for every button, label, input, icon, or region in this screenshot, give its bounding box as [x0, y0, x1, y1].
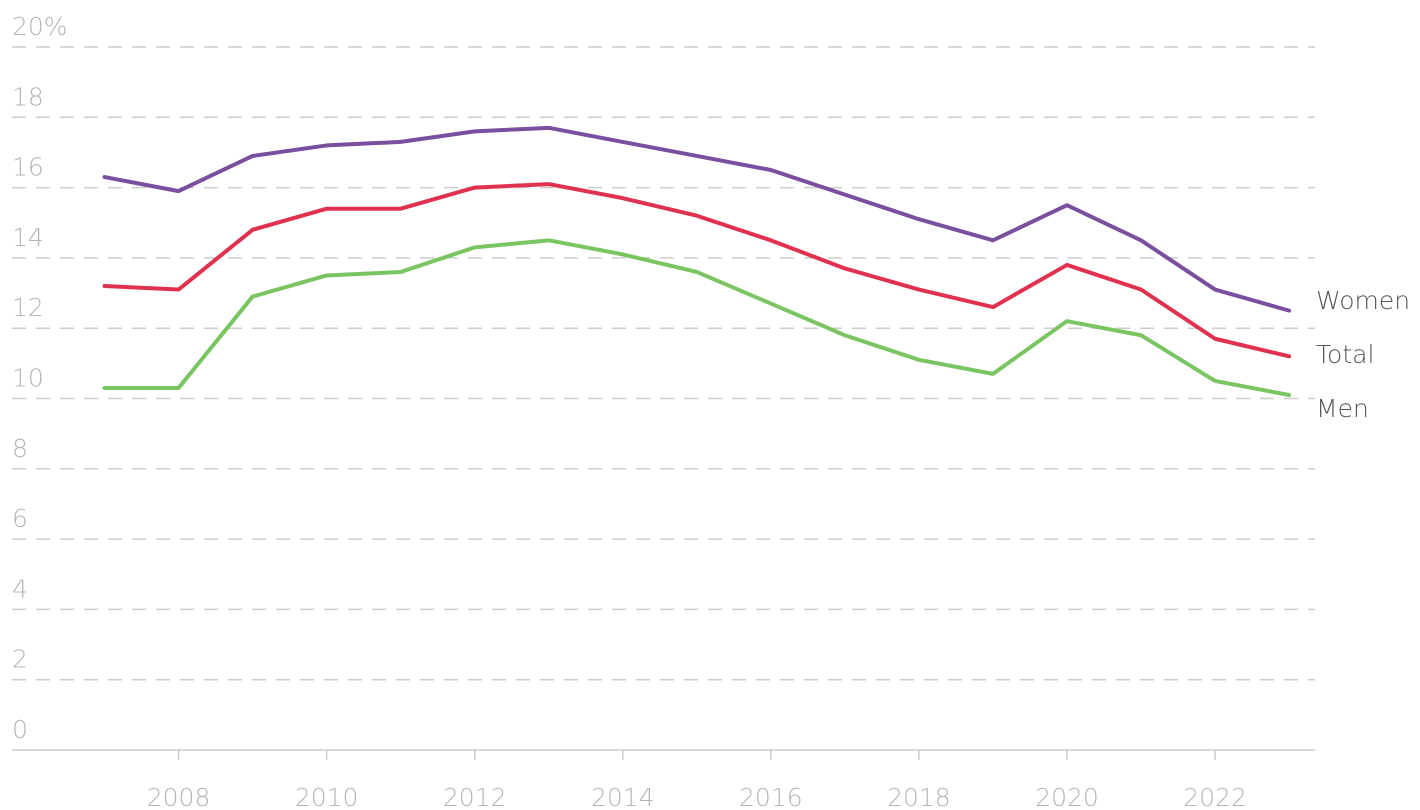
y-tick-label: 16: [12, 153, 44, 182]
x-tick-label: 2010: [295, 783, 359, 810]
y-tick-label: 18: [12, 82, 44, 111]
x-tick-label: 2018: [887, 783, 951, 810]
y-tick-label: 14: [12, 223, 44, 252]
x-tick-label: 2008: [147, 783, 211, 810]
y-tick-label: 8: [12, 434, 28, 463]
series-line: [102, 238, 1292, 397]
x-tick-label: 2020: [1035, 783, 1099, 810]
series-label: Total: [1316, 340, 1374, 369]
y-tick-label: 6: [12, 504, 28, 533]
y-tick-label: 20%: [12, 12, 68, 41]
x-tick-label: 2022: [1183, 783, 1247, 810]
series-line: [102, 182, 1292, 359]
y-tick-label: 2: [12, 645, 28, 674]
y-tick-label: 4: [12, 574, 28, 603]
y-tick-label: 0: [12, 715, 28, 744]
y-tick-label: 10: [12, 364, 44, 393]
series-line: [102, 125, 1292, 313]
series-label: Men: [1316, 394, 1369, 423]
x-tick-label: 2014: [591, 783, 655, 810]
x-tick-label: 2012: [443, 783, 507, 810]
series-label: Women: [1316, 286, 1410, 315]
y-tick-label: 12: [12, 293, 44, 322]
x-tick-label: 2016: [739, 783, 803, 810]
